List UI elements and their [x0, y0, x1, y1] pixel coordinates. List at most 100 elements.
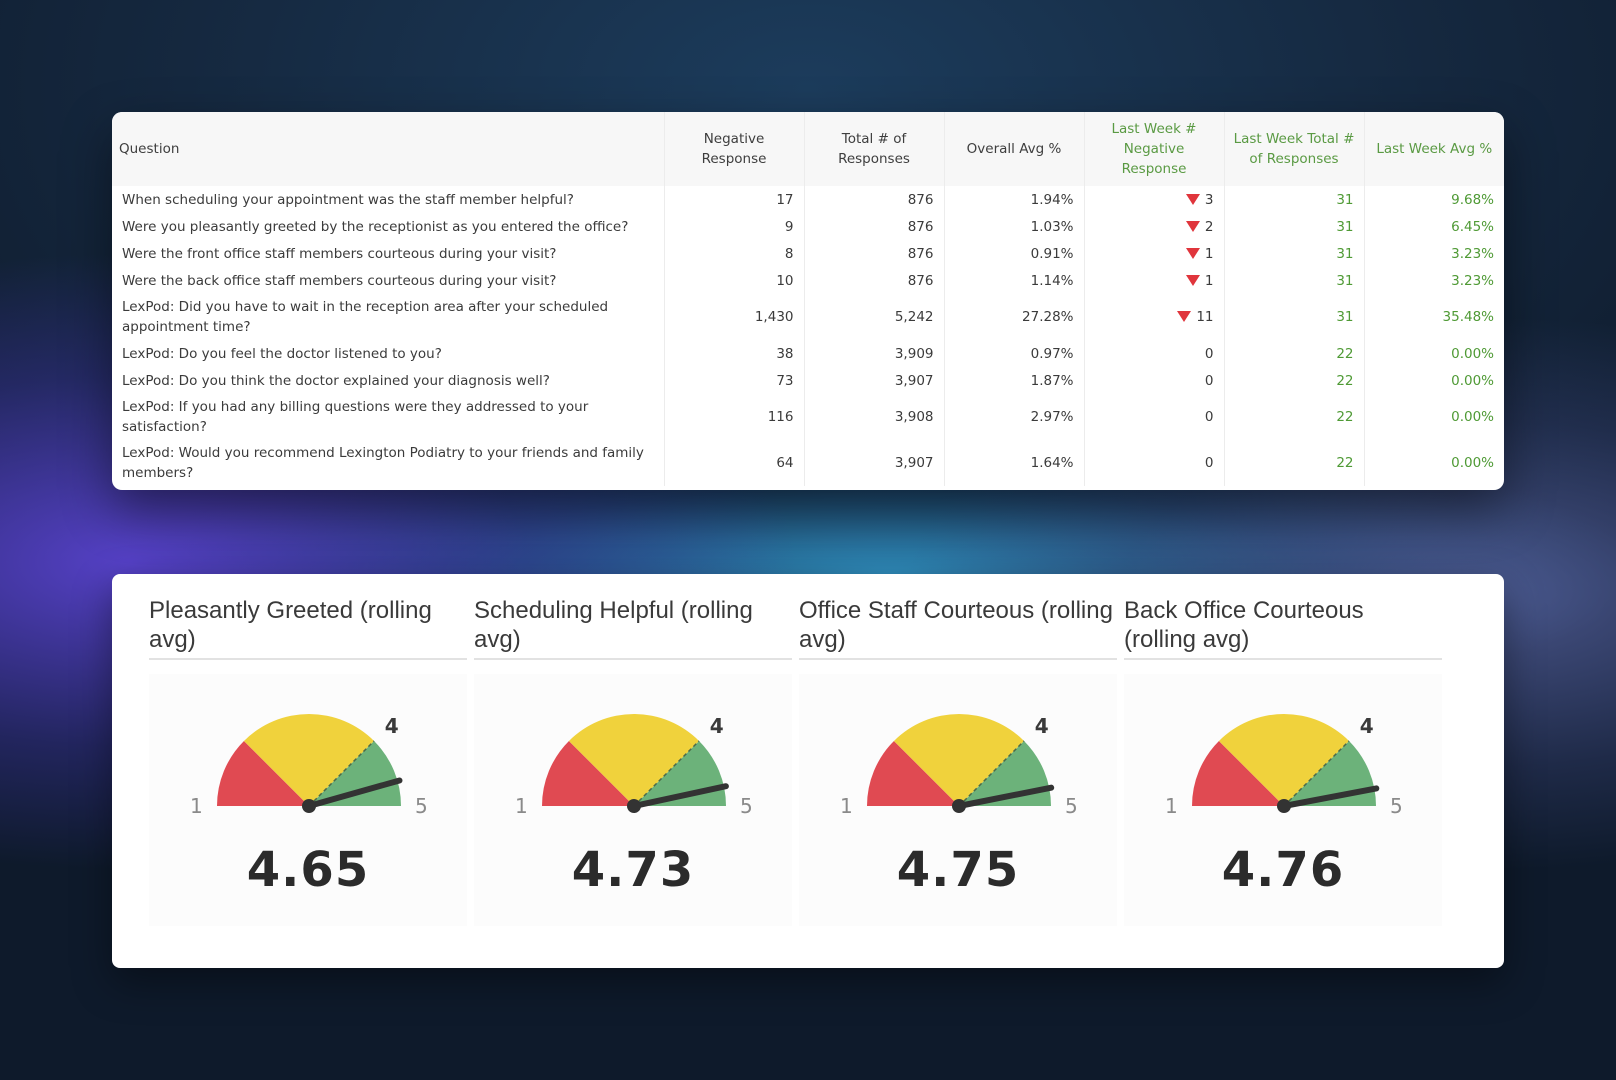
gauge-threshold-label: 4	[709, 714, 724, 739]
overall-avg-cell: 0.91%	[943, 240, 1084, 267]
column-header-last-week-negative[interactable]: Last Week # Negative Response	[1083, 112, 1224, 186]
gauge-red-zone	[1192, 740, 1284, 806]
overall-avg-cell-value: 27.28%	[1022, 309, 1074, 325]
last-week-total-cell: 22	[1223, 367, 1364, 394]
gauge-needle-hub	[302, 799, 316, 813]
question-cell-value: Were the back office staff members court…	[122, 272, 557, 289]
last-week-total-cell: 31	[1223, 267, 1364, 294]
gauge-threshold-line	[958, 740, 1025, 807]
overall-avg-cell: 0.97%	[943, 340, 1084, 367]
gauge-max-label: 5	[740, 794, 753, 818]
last-week-total-cell-value: 22	[1336, 409, 1354, 425]
question-cell-value: Were the front office staff members cour…	[122, 245, 557, 262]
question-cell: Were the back office staff members court…	[112, 267, 664, 294]
overall-avg-cell: 1.94%	[943, 186, 1084, 213]
gauge-yellow-zone	[1218, 714, 1350, 806]
gauge-title: Pleasantly Greeted (rolling avg)	[149, 592, 467, 660]
total-responses-cell-value: 3,907	[894, 372, 934, 389]
table-row[interactable]: LexPod: Did you have to wait in the rece…	[112, 294, 1504, 340]
negative-response-cell: 38	[663, 340, 804, 367]
table-header-row: Question Negative Response Total # of Re…	[112, 112, 1504, 186]
column-header-last-week-total[interactable]: Last Week Total # of Responses	[1223, 112, 1364, 186]
table-row[interactable]: LexPod: Would you recommend Lexington Po…	[112, 440, 1504, 486]
column-header-last-week-avg[interactable]: Last Week Avg %	[1363, 112, 1504, 186]
gauge-panel: Back Office Courteous (rolling avg) 1 5 4 4.…	[1124, 592, 1442, 942]
negative-response-cell-value: 17	[776, 191, 794, 208]
total-responses-cell: 876	[803, 213, 944, 240]
last-week-negative-cell: 1	[1083, 240, 1224, 267]
table-row[interactable]: Were the back office staff members court…	[112, 267, 1504, 294]
total-responses-cell: 876	[803, 267, 944, 294]
gauge-threshold-line	[1283, 740, 1350, 807]
gauge-min-label: 1	[1165, 794, 1178, 818]
question-cell: Were you pleasantly greeted by the recep…	[112, 213, 664, 240]
last-week-negative-cell: 0	[1083, 440, 1224, 486]
last-week-avg-cell-value: 3.23%	[1451, 272, 1494, 289]
last-week-avg-cell-value: 3.23%	[1451, 245, 1494, 262]
column-header-question[interactable]: Question	[112, 112, 664, 186]
table-row[interactable]: Were you pleasantly greeted by the recep…	[112, 213, 1504, 240]
last-week-negative-cell-value: 0	[1204, 372, 1214, 389]
question-cell: When scheduling your appointment was the…	[112, 186, 664, 213]
overall-avg-cell-value: 1.64%	[1030, 455, 1074, 471]
table-row[interactable]: When scheduling your appointment was the…	[112, 186, 1504, 213]
negative-response-cell: 9	[663, 213, 804, 240]
total-responses-cell: 5,242	[803, 294, 944, 340]
gauge-min-label: 1	[515, 794, 528, 818]
gauge-needle-hub	[952, 799, 966, 813]
down-arrow-icon	[1185, 274, 1200, 286]
gauge-red-zone	[217, 740, 309, 806]
last-week-negative-cell: 3	[1083, 186, 1224, 213]
table-row[interactable]: LexPod: Do you feel the doctor listened …	[112, 340, 1504, 367]
total-responses-cell: 3,908	[803, 394, 944, 440]
last-week-total-cell: 31	[1223, 240, 1364, 267]
total-responses-cell-value: 876	[907, 245, 934, 262]
gauge-dial	[542, 714, 729, 813]
negative-response-cell: 8	[663, 240, 804, 267]
gauge-red-zone	[542, 740, 634, 806]
gauge-max-label: 5	[1390, 794, 1403, 818]
table-row[interactable]: LexPod: If you had any billing questions…	[112, 394, 1504, 440]
gauge-dial	[867, 714, 1055, 813]
question-cell: LexPod: If you had any billing questions…	[112, 394, 664, 440]
negative-response-cell: 73	[663, 367, 804, 394]
last-week-avg-cell-value: 0.00%	[1451, 409, 1494, 425]
total-responses-cell: 3,907	[803, 367, 944, 394]
last-week-avg-cell-value: 9.68%	[1451, 191, 1494, 208]
gauge-value: 4.75	[896, 842, 1020, 898]
column-header-negative-response[interactable]: Negative Response	[663, 112, 804, 186]
last-week-avg-cell: 3.23%	[1363, 240, 1504, 267]
survey-table-card: Question Negative Response Total # of Re…	[112, 112, 1504, 490]
last-week-avg-cell: 3.23%	[1363, 267, 1504, 294]
gauge-value: 4.76	[1221, 842, 1345, 898]
gauge-body: 1 5 4 4.76	[1124, 674, 1442, 926]
table-row[interactable]: LexPod: Do you think the doctor explaine…	[112, 367, 1504, 394]
last-week-total-cell: 31	[1223, 213, 1364, 240]
negative-response-cell-value: 64	[776, 455, 794, 471]
negative-response-cell-value: 8	[784, 245, 794, 262]
column-header-overall-avg[interactable]: Overall Avg %	[943, 112, 1084, 186]
overall-avg-cell-value: 1.94%	[1030, 191, 1074, 208]
last-week-avg-cell-value: 0.00%	[1451, 372, 1494, 389]
column-header-total-responses[interactable]: Total # of Responses	[803, 112, 944, 186]
question-cell-value: Were you pleasantly greeted by the recep…	[122, 218, 629, 235]
gauge-body: 1 5 4 4.73	[474, 674, 792, 926]
gauge-dashboard-card: Pleasantly Greeted (rolling avg) 1 5 4 4.65 S…	[112, 574, 1504, 968]
negative-response-cell: 1,430	[663, 294, 804, 340]
table-row[interactable]: Were the front office staff members cour…	[112, 240, 1504, 267]
last-week-avg-cell: 0.00%	[1363, 394, 1504, 440]
last-week-total-cell: 31	[1223, 294, 1364, 340]
gauge-title: Scheduling Helpful (rolling avg)	[474, 592, 792, 660]
question-cell-value: LexPod: Did you have to wait in the rece…	[122, 299, 609, 335]
last-week-avg-cell: 9.68%	[1363, 186, 1504, 213]
total-responses-cell-value: 5,242	[894, 309, 934, 325]
question-cell: LexPod: Did you have to wait in the rece…	[112, 294, 664, 340]
gauge-threshold-line	[308, 740, 375, 807]
last-week-total-cell: 31	[1223, 186, 1364, 213]
gauge-title: Office Staff Courteous (rolling avg)	[799, 592, 1117, 660]
total-responses-cell-value: 3,908	[894, 409, 934, 425]
negative-response-cell: 116	[663, 394, 804, 440]
negative-response-cell-value: 10	[776, 272, 794, 289]
gauge-yellow-zone	[893, 714, 1025, 806]
overall-avg-cell-value: 1.14%	[1030, 272, 1074, 289]
